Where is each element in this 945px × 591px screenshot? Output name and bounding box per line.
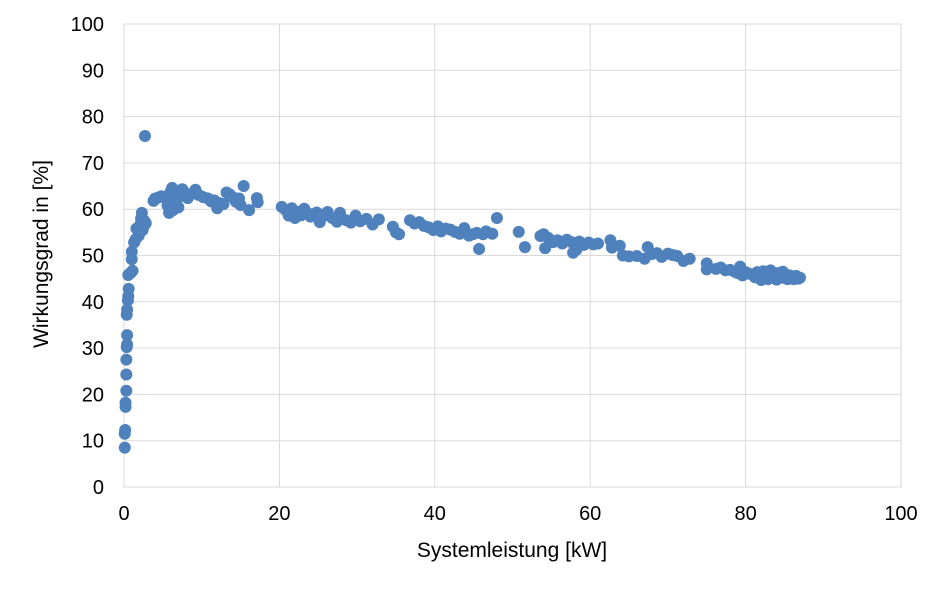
y-tick-label: 50 — [82, 246, 104, 268]
data-point — [683, 252, 696, 265]
x-axis-ticks: 0 20 40 60 80 100 — [118, 503, 917, 525]
data-point — [591, 237, 604, 250]
y-tick-label: 0 — [93, 477, 104, 499]
data-point — [393, 228, 406, 241]
data-point — [121, 329, 134, 342]
data-point — [237, 180, 250, 193]
data-point — [473, 243, 486, 256]
data-point — [490, 211, 503, 224]
data-point — [700, 263, 713, 276]
data-point — [120, 368, 133, 381]
data-point — [512, 225, 525, 238]
data-point — [121, 338, 134, 351]
gridlines — [123, 23, 902, 488]
plot-area-frame — [123, 23, 902, 488]
data-point — [119, 396, 132, 409]
data-point — [138, 130, 151, 143]
y-tick-label: 100 — [71, 14, 104, 36]
data-point — [122, 282, 135, 295]
y-tick-label: 30 — [82, 338, 104, 360]
x-axis-title: Systemleistung [kW] — [417, 539, 607, 562]
data-point — [119, 424, 132, 437]
x-tick-label: 80 — [734, 503, 756, 525]
data-point — [793, 271, 806, 284]
data-point — [139, 217, 152, 230]
x-tick-label: 60 — [579, 503, 601, 525]
data-point — [126, 264, 139, 277]
y-tick-label: 40 — [82, 292, 104, 314]
data-point — [613, 239, 626, 252]
data-point — [372, 213, 385, 226]
y-tick-label: 90 — [82, 60, 104, 82]
data-point — [486, 227, 499, 240]
data-point — [243, 204, 256, 217]
x-tick-label: 0 — [118, 503, 129, 525]
y-axis-ticks: 0 10 20 30 40 50 60 70 80 90 100 — [71, 14, 104, 499]
y-tick-label: 20 — [82, 384, 104, 406]
data-point — [120, 384, 133, 397]
y-axis-title: Wirkungsgrad in [%] — [30, 160, 53, 348]
x-tick-label: 20 — [268, 503, 290, 525]
data-point — [121, 303, 134, 316]
y-tick-label: 70 — [82, 153, 104, 175]
data-point — [118, 441, 131, 454]
y-tick-label: 80 — [82, 107, 104, 129]
y-tick-label: 10 — [82, 431, 104, 453]
data-point — [251, 196, 264, 209]
data-point — [120, 353, 133, 366]
data-point — [518, 241, 531, 254]
x-tick-label: 40 — [424, 503, 446, 525]
data-point — [217, 198, 230, 211]
data-points — [118, 130, 806, 454]
x-tick-label: 100 — [884, 503, 917, 525]
y-tick-label: 60 — [82, 199, 104, 221]
data-point — [125, 245, 138, 258]
data-point — [172, 201, 185, 214]
